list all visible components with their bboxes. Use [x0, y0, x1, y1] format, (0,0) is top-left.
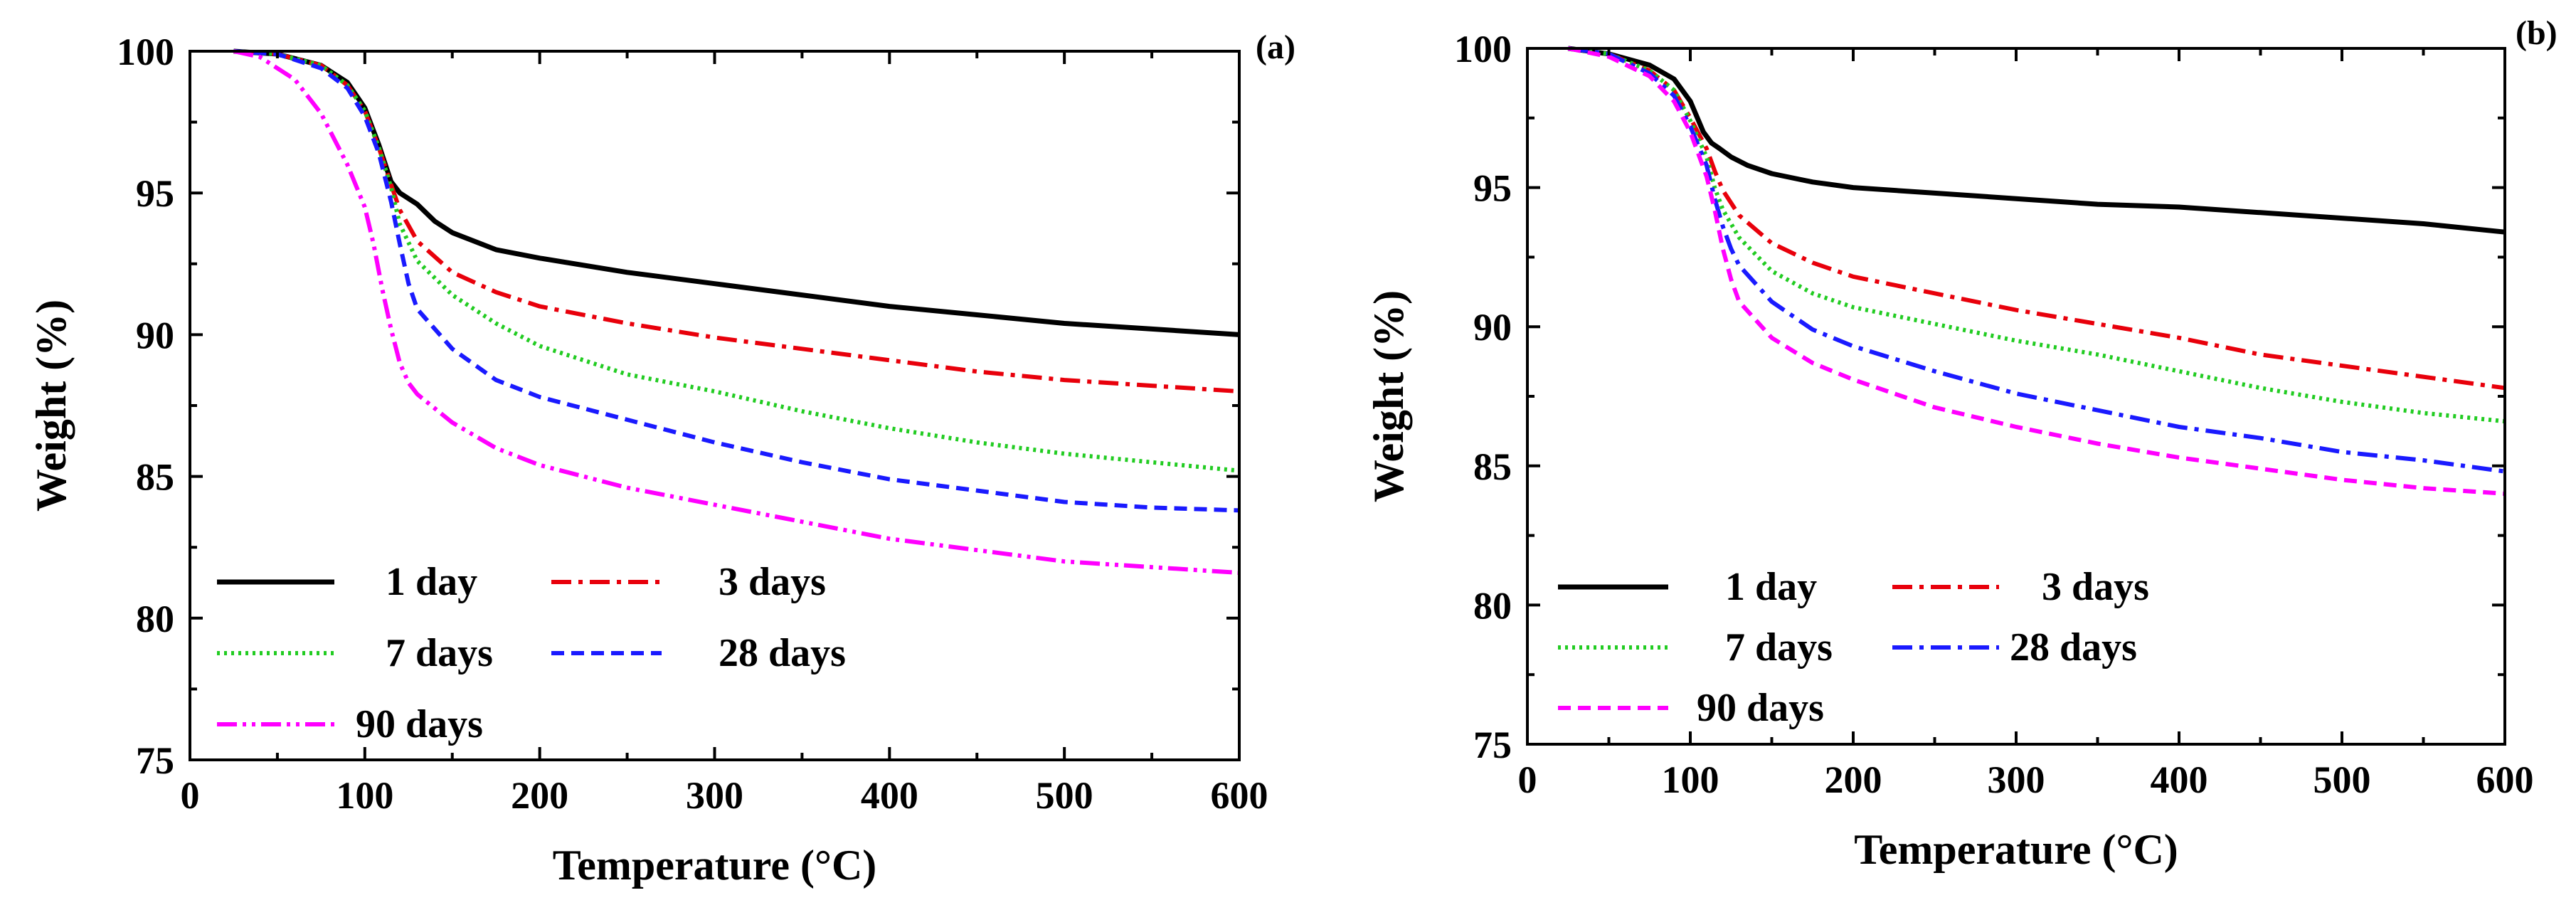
- legend-label-1-day: 1 day: [386, 560, 477, 604]
- x-tick-label: 400: [861, 774, 918, 817]
- y-tick-label: 85: [1473, 445, 1512, 488]
- legend-label-28-days: 28 days: [719, 631, 846, 675]
- series-line-28-days: [233, 49, 1240, 513]
- x-tick-label: 200: [1825, 758, 1882, 801]
- x-tick-label: 300: [686, 774, 743, 817]
- y-tick-label: 100: [1454, 28, 1512, 70]
- series-line-3-days: [233, 49, 1240, 394]
- y-tick-label: 80: [136, 598, 174, 640]
- series-line-90-days: [1567, 46, 2506, 496]
- legend-label-28-days: 28 days: [2010, 625, 2137, 670]
- series-line-28-days: [1567, 46, 2506, 474]
- y-tick-label: 75: [1473, 724, 1512, 766]
- legend-label-3-days: 3 days: [719, 560, 826, 604]
- panel-b: 0 100 200 300 400 500 600 75 80 85 90 95 100 Temperat…: [1365, 14, 2558, 873]
- legend-label-1-day: 1 day: [1725, 565, 1817, 609]
- plot-frame: [189, 50, 1241, 761]
- legend-label-7-days: 7 days: [386, 631, 493, 675]
- x-tick-label: 200: [511, 774, 568, 817]
- x-tick-label: 400: [2151, 758, 2208, 801]
- series-line-7-days: [233, 49, 1240, 473]
- y-tick-label: 95: [136, 172, 174, 215]
- x-axis-title: Temperature (°C): [553, 842, 877, 889]
- y-tick-label: 80: [1473, 584, 1512, 627]
- panel-a: 0 100 200 300 400 500 600 75 80 85 90 95 100 Temperat…: [28, 28, 1295, 889]
- y-axis-title: Weight (%): [1365, 290, 1412, 502]
- y-tick-label: 95: [1473, 167, 1512, 210]
- legend-label-3-days: 3 days: [2042, 565, 2149, 609]
- x-tick-label: 500: [2313, 758, 2371, 801]
- y-tick-label: 90: [136, 314, 174, 356]
- x-tick-label: 0: [181, 774, 200, 817]
- y-tick-label: 100: [117, 31, 174, 73]
- y-tick-label: 75: [136, 739, 174, 782]
- series-line-1-day: [1567, 46, 2506, 235]
- legend-label-7-days: 7 days: [1725, 625, 1833, 670]
- series-line-7-days: [1567, 46, 2506, 424]
- y-tick-label: 85: [136, 456, 174, 499]
- panel-label: (b): [2516, 14, 2558, 52]
- x-tick-label: 500: [1036, 774, 1093, 817]
- x-tick-label: 0: [1518, 758, 1537, 801]
- x-tick-label: 100: [1662, 758, 1719, 801]
- x-tick-label: 600: [1211, 774, 1268, 817]
- x-tick-label: 100: [336, 774, 393, 817]
- legend-label-90-days: 90 days: [356, 702, 483, 746]
- legend-label-90-days: 90 days: [1697, 686, 1824, 730]
- panel-label: (a): [1256, 28, 1295, 66]
- y-axis-title: Weight (%): [28, 300, 75, 512]
- y-tick-label: 90: [1473, 306, 1512, 349]
- series-line-90-days: [233, 49, 1240, 576]
- x-tick-label: 300: [1988, 758, 2045, 801]
- x-axis-title: Temperature (°C): [1854, 826, 2178, 873]
- x-tick-label: 600: [2476, 758, 2534, 801]
